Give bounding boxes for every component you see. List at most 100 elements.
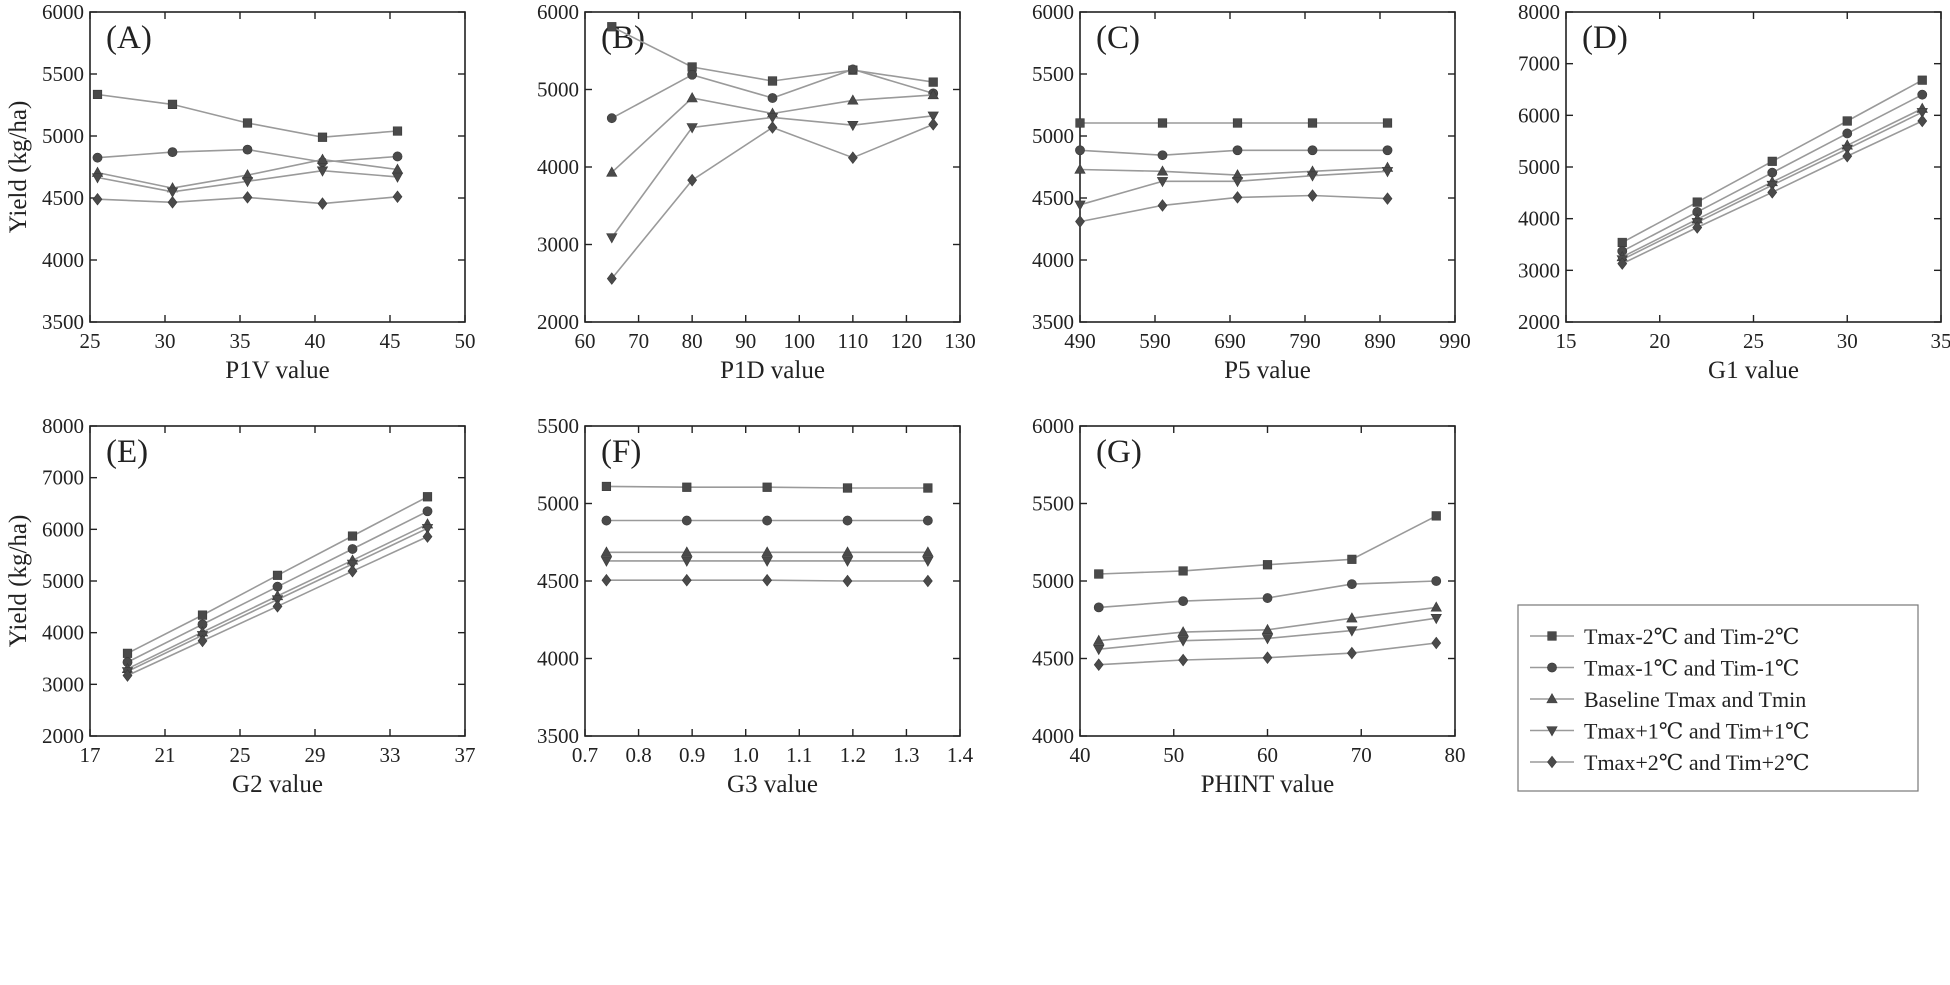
legend-item: Tmax+2℃ and Tim+2℃ [1530, 750, 1810, 775]
data-point [1074, 163, 1086, 174]
y-tick-label: 5000 [1032, 124, 1074, 148]
y-tick-label: 4500 [1032, 186, 1074, 210]
data-point [767, 93, 778, 103]
data-point [1261, 634, 1274, 645]
panel-c: 3500 4000 4500 5000 5500 6000 490 590 690 790 890 9… [1032, 0, 1471, 384]
data-point [1093, 634, 1105, 645]
panel-g: 4000 4500 5000 5500 6000 40 50 60 70 80 PHINT valu… [1032, 414, 1466, 798]
y-tick-label: 5500 [1032, 62, 1074, 86]
data-point [1075, 145, 1085, 156]
legend-item: Tmax-2℃ and Tim-2℃ [1530, 624, 1799, 649]
legend-label: Tmax-2℃ and Tim-2℃ [1584, 624, 1799, 649]
panel-label: (A) [106, 20, 152, 56]
x-axis-title: G1 value [1708, 357, 1799, 384]
data-point [687, 62, 697, 72]
legend-label: Tmax+1℃ and Tim+1℃ [1584, 719, 1810, 744]
data-point [167, 147, 178, 158]
data-point [421, 524, 434, 535]
data-point [928, 77, 938, 87]
y-tick-label: 5500 [1032, 492, 1074, 516]
data-point [1093, 658, 1104, 671]
x-tick-label: 90 [735, 329, 756, 353]
data-point [392, 126, 403, 136]
data-point [272, 600, 283, 613]
y-axis-title: Yield (kg/ha) [5, 101, 32, 234]
y-tick-label: 7000 [1518, 52, 1560, 76]
x-tick-label: 50 [455, 329, 476, 353]
y-tick-label: 6000 [537, 0, 579, 24]
legend-marker [1546, 693, 1558, 704]
data-point [1841, 144, 1853, 155]
data-point [91, 173, 104, 184]
data-point [122, 648, 133, 658]
data-point [762, 573, 773, 587]
data-point [1346, 579, 1357, 589]
data-point [1346, 646, 1357, 660]
y-tick-label: 4000 [1032, 724, 1074, 748]
data-point [1617, 237, 1627, 248]
data-point [346, 559, 359, 570]
x-tick-label: 30 [155, 329, 176, 353]
data-point [922, 515, 933, 526]
x-tick-label: 0.8 [625, 743, 651, 767]
data-point [601, 515, 612, 526]
data-point [392, 190, 403, 204]
y-tick-label: 3000 [42, 672, 84, 696]
x-tick-label: 80 [1445, 743, 1466, 767]
data-point [391, 172, 404, 183]
data-point [842, 515, 853, 526]
data-point [92, 89, 103, 100]
x-axis-title: G2 value [232, 771, 323, 798]
data-point [681, 556, 693, 567]
series-line [97, 93, 398, 139]
data-point [601, 573, 612, 587]
x-tick-label: 40 [1070, 743, 1091, 767]
x-tick-label: 70 [628, 329, 649, 353]
data-point [316, 153, 329, 164]
data-point [687, 69, 698, 80]
data-point [1346, 612, 1358, 623]
legend-items: Tmax-2℃ and Tim-2℃ Tmax-1℃ and Tim-1℃ Base… [1530, 624, 1810, 775]
data-point [600, 546, 613, 557]
panel-label: (F) [601, 434, 641, 470]
x-tick-label: 990 [1439, 329, 1471, 353]
data-point [347, 531, 358, 541]
x-axis-title: P5 value [1224, 357, 1311, 384]
data-point [761, 556, 773, 567]
plot-frame [1079, 11, 1456, 323]
y-tick-label: 3000 [537, 233, 579, 257]
data-point [681, 546, 693, 557]
y-tick-label: 6000 [1032, 414, 1074, 438]
data-point [1382, 192, 1393, 205]
x-tick-label: 35 [230, 329, 251, 353]
data-point [1917, 114, 1928, 128]
data-point [922, 556, 934, 567]
data-point [167, 99, 178, 109]
data-point [1917, 75, 1927, 85]
data-point [1156, 177, 1169, 188]
legend-marker [1547, 631, 1557, 641]
x-tick-label: 0.9 [679, 743, 705, 767]
panel-e: 2000 3000 4000 5000 6000 7000 8000 17 21 25 29 33 37… [5, 414, 476, 798]
data-point [922, 574, 933, 588]
legend-item: Tmax-1℃ and Tim-1℃ [1530, 656, 1799, 681]
data-point [1617, 257, 1628, 270]
data-point [1074, 200, 1086, 211]
plot-frame [1079, 425, 1456, 737]
data-point [1307, 145, 1318, 156]
legend-label: Baseline Tmax and Tmin [1584, 687, 1806, 712]
x-axis-title: P1V value [225, 357, 329, 384]
legend-label: Tmax+2℃ and Tim+2℃ [1584, 750, 1810, 775]
data-point [842, 574, 853, 588]
data-point [1842, 149, 1853, 163]
data-point [167, 196, 178, 209]
data-point [1692, 221, 1703, 234]
data-point [1261, 623, 1274, 634]
legend-box [1517, 604, 1919, 792]
data-point [1431, 636, 1442, 650]
data-point [1177, 626, 1189, 637]
x-tick-label: 1.2 [840, 743, 866, 767]
y-tick-label: 3500 [42, 310, 84, 334]
y-axis-title: Yield (kg/ha) [5, 515, 32, 648]
panel-b: 2000 3000 4000 5000 6000 60 70 80 90 100 110 120 130… [537, 0, 976, 384]
